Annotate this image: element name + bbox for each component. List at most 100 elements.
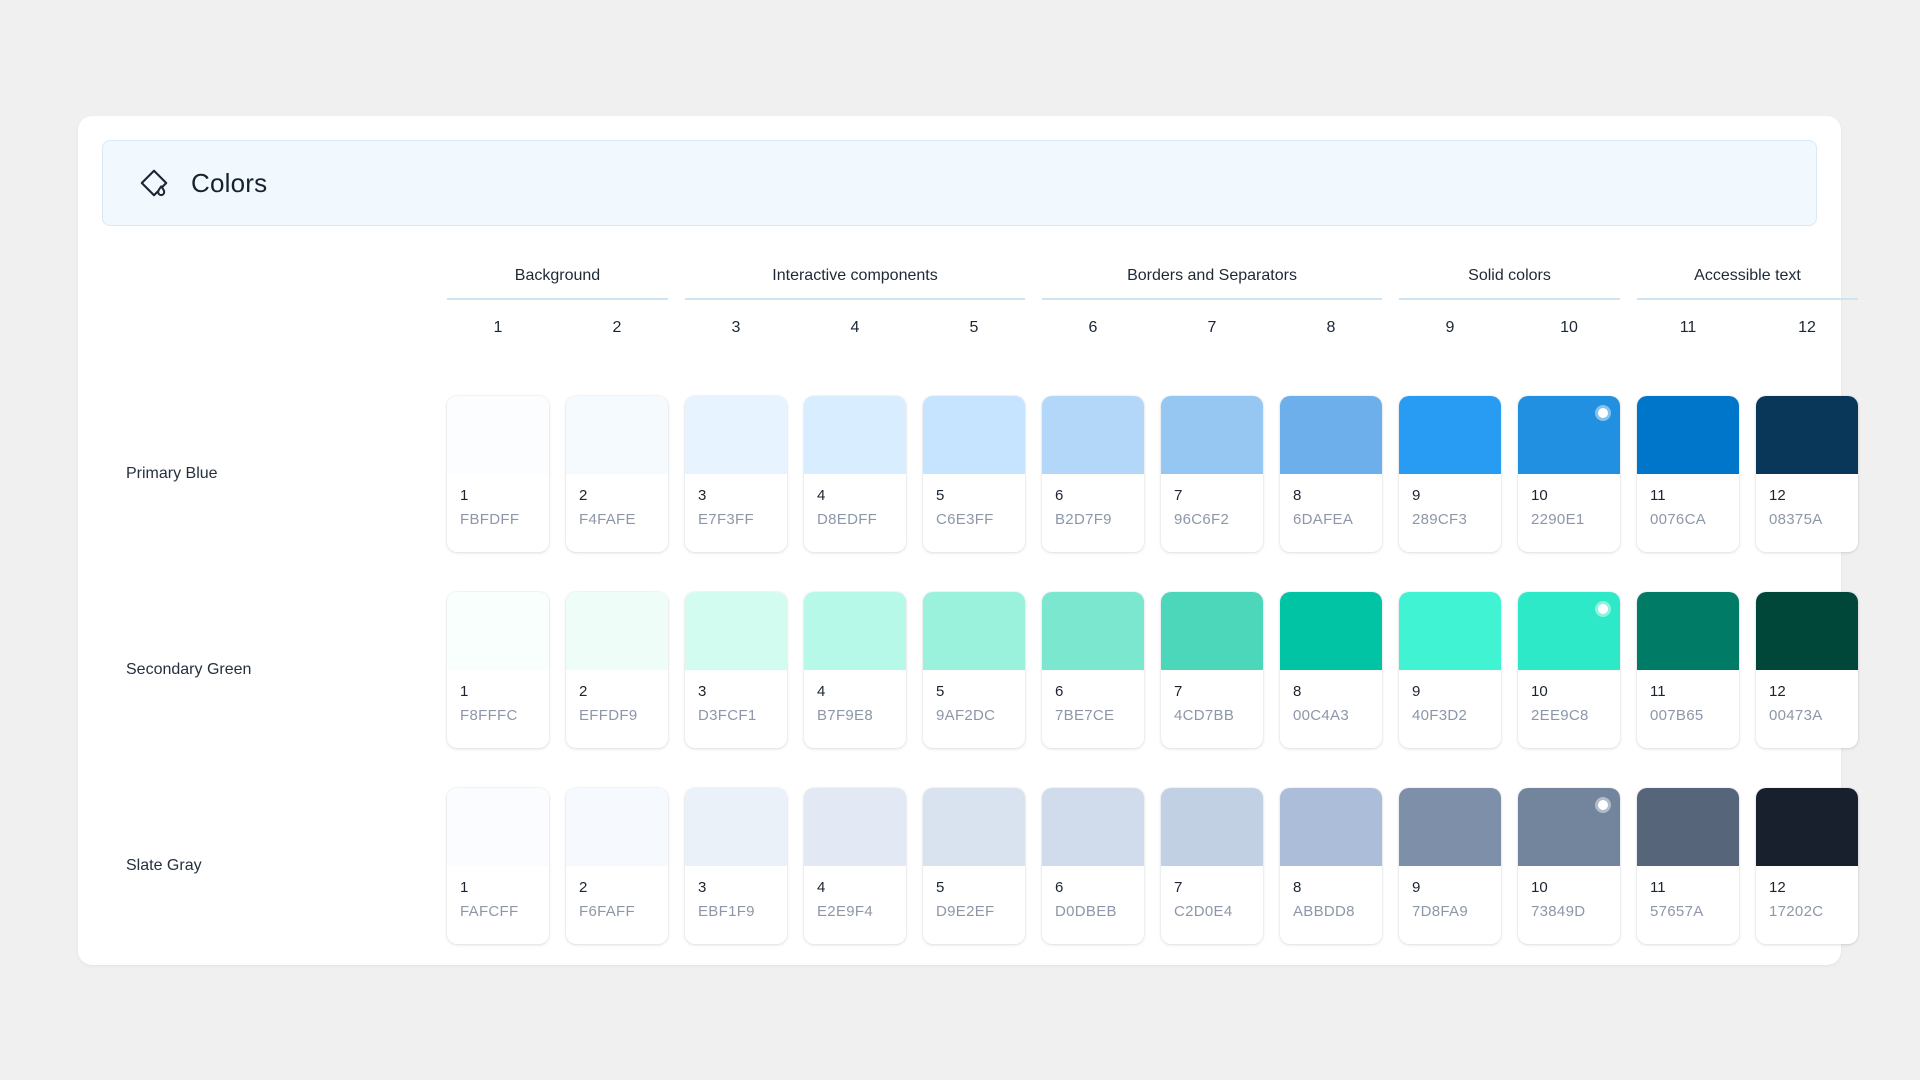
swatch-card-slate-gray-11[interactable]: 11 57657A bbox=[1637, 788, 1739, 944]
colors-panel: Colors Background Interactive components B… bbox=[78, 116, 1858, 965]
swatch-card-primary-blue-8[interactable]: 8 6DAFEA bbox=[1280, 396, 1382, 552]
swatch-number: 7 bbox=[1174, 487, 1183, 504]
group-column-numbers: 3 4 5 bbox=[685, 300, 1025, 356]
swatch-hex-value: F4FAFE bbox=[579, 511, 636, 528]
swatch-color-chip bbox=[1518, 592, 1620, 670]
swatch-meta: 3 D3FCF1 bbox=[685, 670, 787, 724]
swatch-number: 5 bbox=[936, 683, 945, 700]
swatch-hex-value: 17202C bbox=[1769, 903, 1824, 920]
swatch-hex-value: 40F3D2 bbox=[1412, 707, 1468, 724]
swatch-card-primary-blue-7[interactable]: 7 96C6F2 bbox=[1161, 396, 1263, 552]
swatch-meta: 9 40F3D2 bbox=[1399, 670, 1501, 724]
column-number-8: 8 bbox=[1326, 319, 1336, 336]
selected-dot-badge bbox=[1595, 797, 1611, 813]
swatch-number: 11 bbox=[1650, 487, 1666, 504]
swatch-card-primary-blue-5[interactable]: 5 C6E3FF bbox=[923, 396, 1025, 552]
swatch-card-secondary-green-8[interactable]: 8 00C4A3 bbox=[1280, 592, 1382, 748]
swatch-card-primary-blue-3[interactable]: 3 E7F3FF bbox=[685, 396, 787, 552]
swatch-card-primary-blue-11[interactable]: 11 0076CA bbox=[1637, 396, 1739, 552]
swatch-color-chip bbox=[1161, 788, 1263, 866]
swatch-card-secondary-green-6[interactable]: 6 7BE7CE bbox=[1042, 592, 1144, 748]
swatch-meta: 12 08375A bbox=[1756, 474, 1858, 528]
swatch-card-secondary-green-7[interactable]: 7 4CD7BB bbox=[1161, 592, 1263, 748]
swatch-number: 7 bbox=[1174, 683, 1183, 700]
swatch-number: 4 bbox=[817, 683, 826, 700]
swatch-color-chip bbox=[1399, 396, 1501, 474]
swatch-meta: 7 96C6F2 bbox=[1161, 474, 1263, 528]
swatch-meta: 10 2290E1 bbox=[1518, 474, 1620, 528]
swatch-group-interactive-components: 3 D3FCF1 4 B7F9E8 5 9AF2DC bbox=[685, 552, 1025, 748]
swatch-number: 1 bbox=[460, 487, 469, 504]
swatch-card-primary-blue-2[interactable]: 2 F4FAFE bbox=[566, 396, 668, 552]
swatch-card-secondary-green-11[interactable]: 11 007B65 bbox=[1637, 592, 1739, 748]
swatch-meta: 4 B7F9E8 bbox=[804, 670, 906, 724]
swatch-color-chip bbox=[447, 788, 549, 866]
swatch-number: 3 bbox=[698, 487, 707, 504]
row-label-secondary-green: Secondary Green bbox=[126, 661, 252, 678]
selected-dot-badge bbox=[1595, 405, 1611, 421]
page-title: Colors bbox=[191, 167, 268, 198]
swatch-hex-value: 6DAFEA bbox=[1293, 511, 1354, 528]
row-label-slate-gray: Slate Gray bbox=[126, 857, 202, 874]
swatch-card-slate-gray-7[interactable]: 7 C2D0E4 bbox=[1161, 788, 1263, 944]
swatch-color-chip bbox=[447, 396, 549, 474]
swatch-color-chip bbox=[566, 788, 668, 866]
swatch-number: 4 bbox=[817, 487, 826, 504]
swatch-number: 12 bbox=[1769, 879, 1786, 896]
swatch-color-chip bbox=[1280, 788, 1382, 866]
swatch-card-primary-blue-12[interactable]: 12 08375A bbox=[1756, 396, 1858, 552]
swatch-card-secondary-green-9[interactable]: 9 40F3D2 bbox=[1399, 592, 1501, 748]
swatch-meta: 4 E2E9F4 bbox=[804, 866, 906, 920]
swatch-hex-value: 2EE9C8 bbox=[1531, 707, 1589, 724]
swatch-card-primary-blue-10[interactable]: 10 2290E1 bbox=[1518, 396, 1620, 552]
swatch-number: 11 bbox=[1650, 683, 1666, 700]
swatch-card-slate-gray-8[interactable]: 8 ABBDD8 bbox=[1280, 788, 1382, 944]
swatch-card-primary-blue-4[interactable]: 4 D8EDFF bbox=[804, 396, 906, 552]
swatch-hex-value: 00473A bbox=[1769, 707, 1823, 724]
swatch-card-secondary-green-12[interactable]: 12 00473A bbox=[1756, 592, 1858, 748]
swatch-group-interactive-components: 3 EBF1F9 4 E2E9F4 5 D9E2EF bbox=[685, 748, 1025, 944]
group-column-numbers: 6 7 8 bbox=[1042, 300, 1382, 356]
swatch-color-chip bbox=[685, 788, 787, 866]
group-header-solid-colors: Solid colors bbox=[1399, 254, 1620, 300]
swatch-card-secondary-green-5[interactable]: 5 9AF2DC bbox=[923, 592, 1025, 748]
swatch-card-slate-gray-4[interactable]: 4 E2E9F4 bbox=[804, 788, 906, 944]
swatch-number: 6 bbox=[1055, 683, 1064, 700]
swatch-card-slate-gray-10[interactable]: 10 73849D bbox=[1518, 788, 1620, 944]
swatch-card-slate-gray-3[interactable]: 3 EBF1F9 bbox=[685, 788, 787, 944]
colors-banner: Colors bbox=[102, 140, 1817, 226]
swatch-number: 9 bbox=[1412, 683, 1421, 700]
group-column-numbers: 11 12 bbox=[1637, 300, 1858, 356]
swatch-card-primary-blue-6[interactable]: 6 B2D7F9 bbox=[1042, 396, 1144, 552]
swatch-card-slate-gray-12[interactable]: 12 17202C bbox=[1756, 788, 1858, 944]
swatch-meta: 6 B2D7F9 bbox=[1042, 474, 1144, 528]
swatch-card-primary-blue-1[interactable]: 1 FBFDFF bbox=[447, 396, 549, 552]
swatch-card-primary-blue-9[interactable]: 9 289CF3 bbox=[1399, 396, 1501, 552]
swatch-card-slate-gray-9[interactable]: 9 7D8FA9 bbox=[1399, 788, 1501, 944]
swatch-card-slate-gray-6[interactable]: 6 D0DBEB bbox=[1042, 788, 1144, 944]
palette-grid: Background Interactive components Borders … bbox=[102, 254, 1858, 944]
swatch-meta: 2 EFFDF9 bbox=[566, 670, 668, 724]
swatch-color-chip bbox=[804, 592, 906, 670]
column-number-2: 2 bbox=[612, 319, 622, 336]
swatch-card-slate-gray-1[interactable]: 1 FAFCFF bbox=[447, 788, 549, 944]
swatch-meta: 6 D0DBEB bbox=[1042, 866, 1144, 920]
swatch-hex-value: D8EDFF bbox=[817, 511, 878, 528]
swatch-card-secondary-green-10[interactable]: 10 2EE9C8 bbox=[1518, 592, 1620, 748]
swatch-group-borders-and-separators: 6 D0DBEB 7 C2D0E4 8 ABBDD8 bbox=[1042, 748, 1382, 944]
swatch-card-secondary-green-3[interactable]: 3 D3FCF1 bbox=[685, 592, 787, 748]
swatch-card-slate-gray-5[interactable]: 5 D9E2EF bbox=[923, 788, 1025, 944]
swatch-meta: 8 ABBDD8 bbox=[1280, 866, 1382, 920]
swatch-card-secondary-green-1[interactable]: 1 F8FFFC bbox=[447, 592, 549, 748]
swatch-card-secondary-green-2[interactable]: 2 EFFDF9 bbox=[566, 592, 668, 748]
swatch-meta: 11 007B65 bbox=[1637, 670, 1739, 724]
swatch-color-chip bbox=[1280, 396, 1382, 474]
swatch-card-slate-gray-2[interactable]: 2 F6FAFF bbox=[566, 788, 668, 944]
swatch-number: 6 bbox=[1055, 879, 1064, 896]
swatch-color-chip bbox=[1756, 592, 1858, 670]
column-number-12: 12 bbox=[1798, 319, 1816, 336]
swatch-color-chip bbox=[1518, 396, 1620, 474]
swatch-card-secondary-green-4[interactable]: 4 B7F9E8 bbox=[804, 592, 906, 748]
swatch-number: 1 bbox=[460, 683, 469, 700]
